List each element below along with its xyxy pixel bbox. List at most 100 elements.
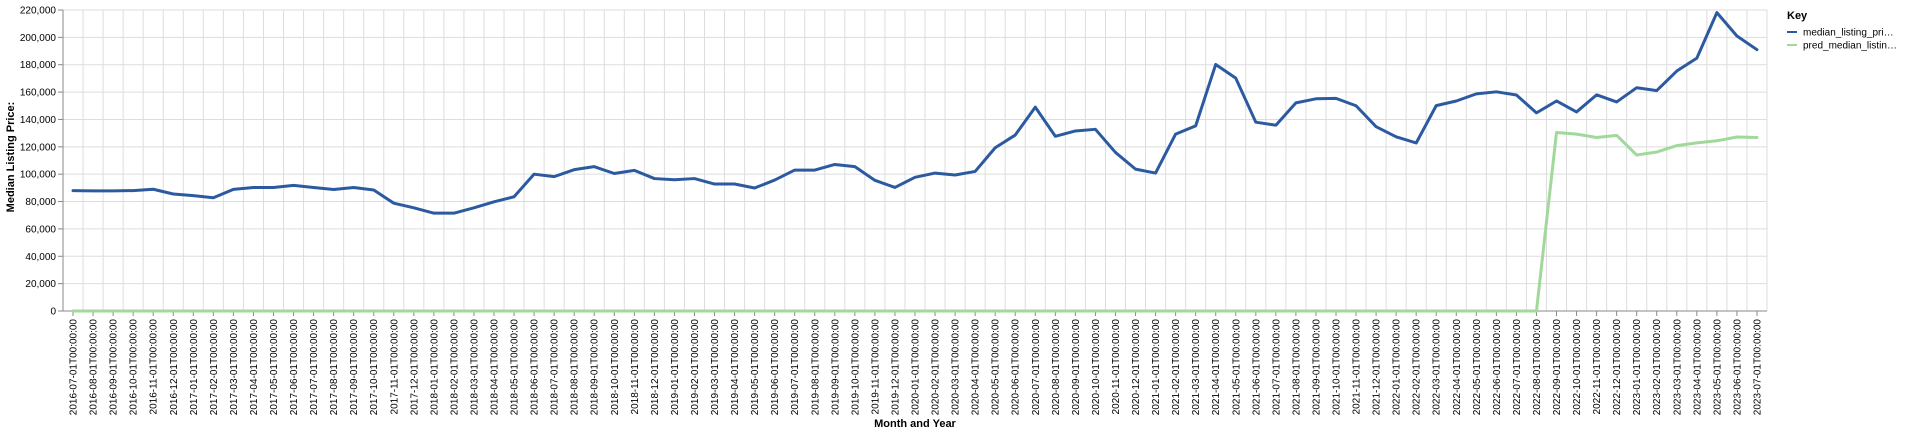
x-tick-label: 2018-12-01T00:00:00 — [650, 319, 661, 416]
x-tick-label: 2022-10-01T00:00:00 — [1572, 319, 1583, 416]
x-tick-label: 2017-09-01T00:00:00 — [349, 319, 360, 416]
legend: Key median_listing_pri… pred_median_listi… — [1787, 10, 1897, 52]
grid-lines — [62, 9, 1768, 312]
x-tick-label: 2020-12-01T00:00:00 — [1131, 319, 1142, 416]
y-tick-label: 0 — [50, 307, 56, 318]
x-tick-label: 2022-01-01T00:00:00 — [1392, 319, 1403, 416]
x-tick-label: 2017-08-01T00:00:00 — [329, 319, 340, 416]
x-tick-label: 2017-05-01T00:00:00 — [269, 319, 280, 416]
x-tick-label: 2020-04-01T00:00:00 — [971, 319, 982, 416]
x-tick-label: 2022-08-01T00:00:00 — [1532, 319, 1543, 416]
x-tick-label: 2019-01-01T00:00:00 — [670, 319, 681, 416]
x-tick-label: 2023-02-01T00:00:00 — [1652, 319, 1663, 416]
y-tick-label: 20,000 — [25, 279, 56, 290]
y-tick-label: 180,000 — [20, 60, 57, 71]
x-tick-label: 2021-05-01T00:00:00 — [1231, 319, 1242, 416]
x-tick-label: 2020-03-01T00:00:00 — [951, 319, 962, 416]
x-tick-label: 2021-01-01T00:00:00 — [1151, 319, 1162, 416]
x-tick-label: 2017-06-01T00:00:00 — [289, 319, 300, 416]
x-tick-label: 2022-03-01T00:00:00 — [1432, 319, 1443, 416]
x-tick-label: 2018-09-01T00:00:00 — [590, 319, 601, 416]
x-tick-label: 2019-04-01T00:00:00 — [730, 319, 741, 416]
x-tick-label: 2018-04-01T00:00:00 — [490, 319, 501, 416]
x-tick-label: 2021-08-01T00:00:00 — [1291, 319, 1302, 416]
x-tick-label: 2020-01-01T00:00:00 — [911, 319, 922, 416]
x-tick-label: 2021-11-01T00:00:00 — [1352, 319, 1363, 415]
x-tick-label: 2018-02-01T00:00:00 — [449, 319, 460, 416]
x-tick-label: 2018-08-01T00:00:00 — [570, 319, 581, 416]
x-tick-label: 2016-10-01T00:00:00 — [129, 319, 140, 416]
x-tick-label: 2023-01-01T00:00:00 — [1632, 319, 1643, 416]
y-axis: 0 20,000 40,000 60,000 80,000 100,000 120,000 1… — [20, 6, 64, 318]
x-tick-label: 2021-12-01T00:00:00 — [1372, 319, 1383, 416]
x-tick-label: 2022-12-01T00:00:00 — [1612, 319, 1623, 416]
x-tick-label: 2022-06-01T00:00:00 — [1492, 319, 1503, 416]
x-tick-label: 2023-05-01T00:00:00 — [1712, 319, 1723, 416]
legend-title: Key — [1787, 10, 1808, 22]
legend-label: pred_median_listin… — [1803, 41, 1897, 52]
x-tick-label: 2016-09-01T00:00:00 — [109, 319, 120, 416]
x-tick-label: 2022-11-01T00:00:00 — [1592, 319, 1603, 415]
x-tick-label: 2017-10-01T00:00:00 — [369, 319, 380, 416]
x-tick-label: 2021-02-01T00:00:00 — [1171, 319, 1182, 416]
x-tick-label: 2017-01-01T00:00:00 — [189, 319, 200, 416]
y-axis-title: Median Listing Price: — [5, 102, 17, 213]
x-tick-label: 2021-03-01T00:00:00 — [1191, 319, 1202, 416]
x-tick-label: 2022-09-01T00:00:00 — [1552, 319, 1563, 416]
x-tick-label: 2021-06-01T00:00:00 — [1251, 319, 1262, 416]
x-tick-label: 2023-06-01T00:00:00 — [1732, 319, 1743, 416]
x-tick-label: 2018-06-01T00:00:00 — [530, 319, 541, 416]
y-tick-label: 100,000 — [20, 170, 57, 181]
x-tick-label: 2019-06-01T00:00:00 — [770, 319, 781, 416]
y-tick-label: 200,000 — [20, 33, 57, 44]
x-tick-label: 2019-02-01T00:00:00 — [690, 319, 701, 416]
x-tick-label: 2020-07-01T00:00:00 — [1031, 319, 1042, 416]
x-tick-label: 2023-03-01T00:00:00 — [1672, 319, 1683, 416]
x-tick-label: 2020-05-01T00:00:00 — [991, 319, 1002, 416]
y-tick-label: 160,000 — [20, 88, 57, 99]
y-tick-label: 40,000 — [25, 252, 56, 263]
x-tick-label: 2019-03-01T00:00:00 — [710, 319, 721, 416]
x-tick-label: 2018-07-01T00:00:00 — [550, 319, 561, 416]
x-tick-label: 2017-04-01T00:00:00 — [249, 319, 260, 416]
x-tick-label: 2018-03-01T00:00:00 — [469, 319, 480, 416]
x-axis-title: Month and Year — [874, 418, 956, 430]
x-tick-label: 2022-05-01T00:00:00 — [1472, 319, 1483, 416]
x-tick-label: 2023-04-01T00:00:00 — [1692, 319, 1703, 416]
x-tick-label: 2018-05-01T00:00:00 — [510, 319, 521, 416]
x-tick-label: 2019-11-01T00:00:00 — [870, 319, 881, 415]
x-tick-label: 2018-10-01T00:00:00 — [610, 319, 621, 416]
y-tick-label: 120,000 — [20, 142, 57, 153]
x-tick-label: 2020-08-01T00:00:00 — [1051, 319, 1062, 416]
y-tick-label: 220,000 — [20, 6, 57, 17]
x-tick-label: 2020-09-01T00:00:00 — [1071, 319, 1082, 416]
y-tick-label: 80,000 — [25, 197, 56, 208]
y-tick-label: 140,000 — [20, 115, 57, 126]
x-tick-label: 2023-07-01T00:00:00 — [1752, 319, 1763, 416]
x-tick-label: 2016-12-01T00:00:00 — [169, 319, 180, 416]
x-tick-label: 2016-07-01T00:00:00 — [69, 319, 80, 416]
x-tick-label: 2017-07-01T00:00:00 — [309, 319, 320, 416]
x-tick-label: 2022-02-01T00:00:00 — [1412, 319, 1423, 416]
x-tick-label: 2019-07-01T00:00:00 — [790, 319, 801, 416]
x-tick-label: 2018-11-01T00:00:00 — [630, 319, 641, 415]
x-tick-label: 2016-11-01T00:00:00 — [149, 319, 160, 415]
x-tick-label: 2019-05-01T00:00:00 — [750, 319, 761, 416]
x-tick-label: 2018-01-01T00:00:00 — [429, 319, 440, 416]
x-tick-label: 2017-02-01T00:00:00 — [209, 319, 220, 416]
x-tick-label: 2016-08-01T00:00:00 — [89, 319, 100, 416]
x-tick-label: 2022-07-01T00:00:00 — [1512, 319, 1523, 416]
x-tick-label: 2021-07-01T00:00:00 — [1271, 319, 1282, 416]
x-tick-label: 2019-09-01T00:00:00 — [830, 319, 841, 416]
x-tick-label: 2020-10-01T00:00:00 — [1091, 319, 1102, 416]
x-tick-label: 2021-04-01T00:00:00 — [1211, 319, 1222, 416]
x-tick-label: 2020-11-01T00:00:00 — [1111, 319, 1122, 415]
x-tick-label: 2017-11-01T00:00:00 — [389, 319, 400, 415]
series-line-0 — [71, 11, 1759, 215]
x-tick-label: 2019-08-01T00:00:00 — [810, 319, 821, 416]
x-tick-label: 2019-12-01T00:00:00 — [890, 319, 901, 416]
x-tick-label: 2020-02-01T00:00:00 — [931, 319, 942, 416]
x-tick-label: 2021-09-01T00:00:00 — [1311, 319, 1322, 416]
x-tick-label: 2017-12-01T00:00:00 — [409, 319, 420, 416]
